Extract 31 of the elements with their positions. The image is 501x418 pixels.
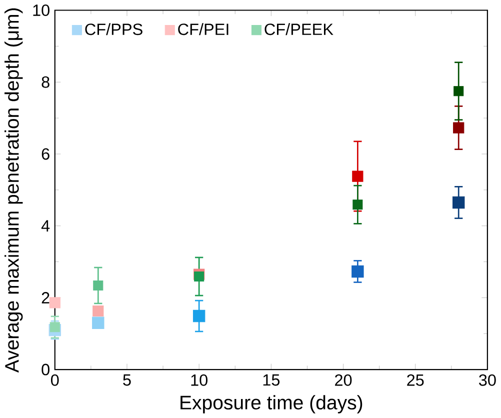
point xyxy=(92,306,104,317)
point xyxy=(352,200,363,210)
point xyxy=(194,272,204,282)
x-tick-label: 20 xyxy=(335,374,352,386)
point xyxy=(454,86,464,96)
point xyxy=(92,316,104,330)
y-tick-label: 8 xyxy=(42,76,50,88)
x-tick-label: 5 xyxy=(123,374,131,386)
point xyxy=(352,170,364,182)
y-tick-label: 10 xyxy=(33,4,50,16)
legend-label: CF/PPS xyxy=(85,23,142,36)
legend-label: CF/PEI xyxy=(178,23,228,36)
point xyxy=(192,310,206,322)
point xyxy=(49,297,60,308)
point xyxy=(452,196,465,209)
x-axis-title: Exposure time (days) xyxy=(180,395,362,414)
x-tick-label: 30 xyxy=(479,374,496,386)
y-tick-label: 0 xyxy=(42,364,50,376)
x-tick-label: 25 xyxy=(407,374,424,386)
x-tick-label: 0 xyxy=(51,374,59,386)
y-tick-label: 4 xyxy=(41,220,50,232)
legend-label: CF/PEEK xyxy=(264,23,334,36)
y-tick-label: 2 xyxy=(42,292,50,304)
point xyxy=(93,280,104,291)
y-tick-label: 6 xyxy=(42,148,50,160)
x-tick-label: 15 xyxy=(263,374,280,386)
point xyxy=(453,122,464,134)
point xyxy=(352,265,364,278)
y-axis-title: Average maximum penetration depth (μm) xyxy=(4,8,23,373)
x-tick-label: 10 xyxy=(191,374,208,386)
point xyxy=(50,322,60,332)
